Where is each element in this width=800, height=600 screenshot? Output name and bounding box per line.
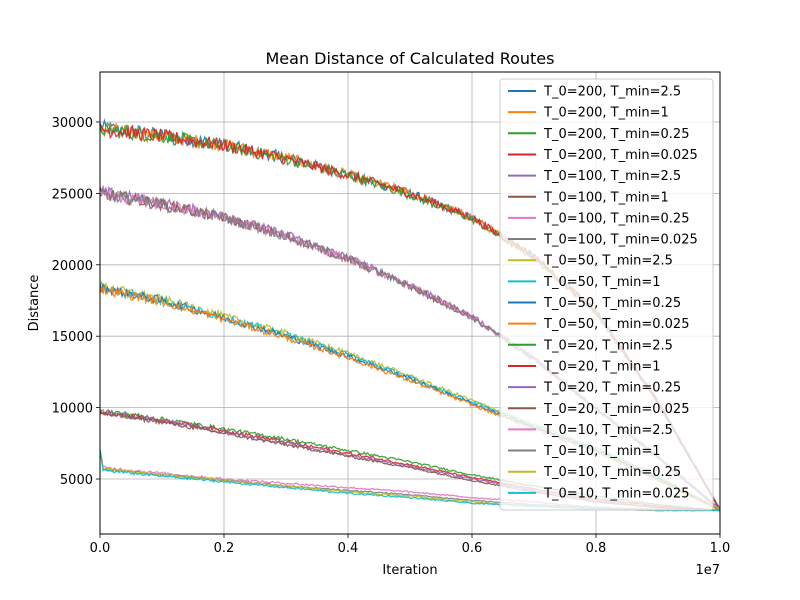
- y-tick-label: 15000: [52, 330, 93, 345]
- legend-label: T_0=100, T_min=0.025: [543, 233, 698, 248]
- legend-label: T_0=20, T_min=1: [543, 359, 661, 374]
- legend-label: T_0=10, T_min=1: [543, 444, 661, 459]
- legend-label: T_0=10, T_min=0.025: [543, 486, 689, 501]
- legend-label: T_0=200, T_min=0.25: [543, 127, 689, 142]
- legend-label: T_0=100, T_min=2.5: [543, 169, 681, 184]
- x-tick-label: 0.6: [462, 541, 483, 556]
- x-tick-label: 1.0: [710, 541, 731, 556]
- legend-label: T_0=10, T_min=0.25: [543, 465, 681, 480]
- x-tick-label: 0.4: [338, 541, 359, 556]
- x-axis-label: Iteration: [382, 563, 437, 578]
- x-axis-offset-label: 1e7: [695, 563, 720, 578]
- y-tick-label: 25000: [52, 187, 93, 202]
- legend-label: T_0=20, T_min=2.5: [543, 338, 673, 353]
- legend-label: T_0=20, T_min=0.25: [543, 381, 681, 396]
- legend-label: T_0=20, T_min=0.025: [543, 402, 689, 417]
- legend-label: T_0=100, T_min=1: [543, 190, 669, 205]
- legend-label: T_0=50, T_min=1: [543, 275, 661, 290]
- legend-label: T_0=10, T_min=2.5: [543, 423, 673, 438]
- legend-label: T_0=200, T_min=2.5: [543, 85, 681, 100]
- legend-label: T_0=50, T_min=0.25: [543, 296, 681, 311]
- axis-ticks: 0.0 0.2 0.4 0.6 0.8 1.0 5000 10000 15000 20000 250…: [52, 116, 731, 556]
- y-tick-label: 20000: [52, 259, 93, 274]
- plot-frame: [99, 71, 721, 535]
- x-tick-label: 0.8: [586, 541, 607, 556]
- legend-label: T_0=50, T_min=2.5: [543, 254, 673, 269]
- legend-label: T_0=200, T_min=0.025: [543, 148, 698, 163]
- y-axis-label: Distance: [27, 275, 42, 332]
- x-tick-label: 0.0: [90, 541, 111, 556]
- x-tick-label: 0.2: [214, 541, 235, 556]
- legend-label: T_0=100, T_min=0.25: [543, 211, 689, 226]
- legend-label: T_0=50, T_min=0.025: [543, 317, 689, 332]
- y-tick-label: 5000: [60, 473, 93, 488]
- y-tick-label: 10000: [52, 402, 93, 417]
- legend-box: [499, 78, 714, 511]
- chart-title: Mean Distance of Calculated Routes: [266, 49, 555, 68]
- y-tick-label: 30000: [52, 116, 93, 131]
- legend-label: T_0=200, T_min=1: [543, 106, 669, 121]
- legend: T_0=200, T_min=2.5 T_0=200, T_min=1 T_0=20…: [499, 78, 714, 511]
